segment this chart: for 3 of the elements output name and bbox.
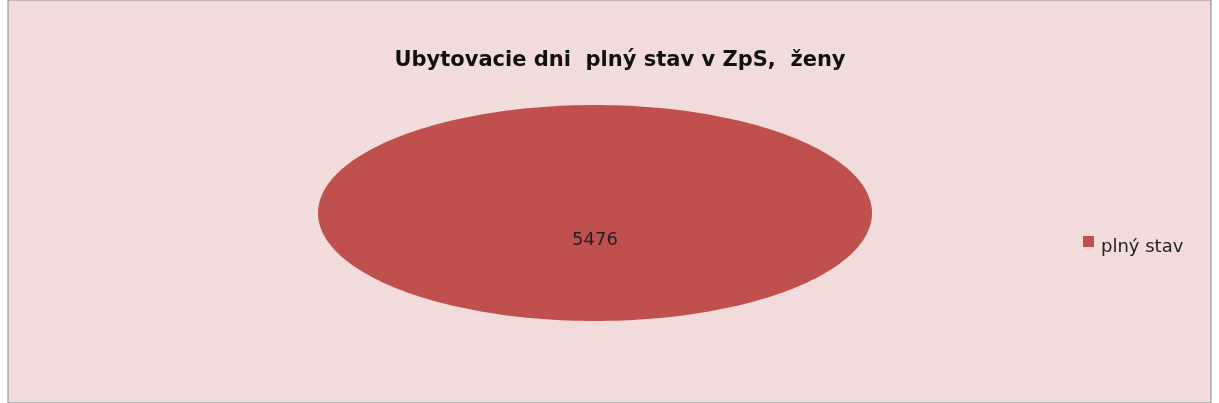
- legend-label: plný stav: [1101, 235, 1184, 256]
- data-label: 5476: [572, 228, 618, 249]
- chart-title: Ubytovacie dni plný stav v ZpS, ženy: [394, 47, 846, 71]
